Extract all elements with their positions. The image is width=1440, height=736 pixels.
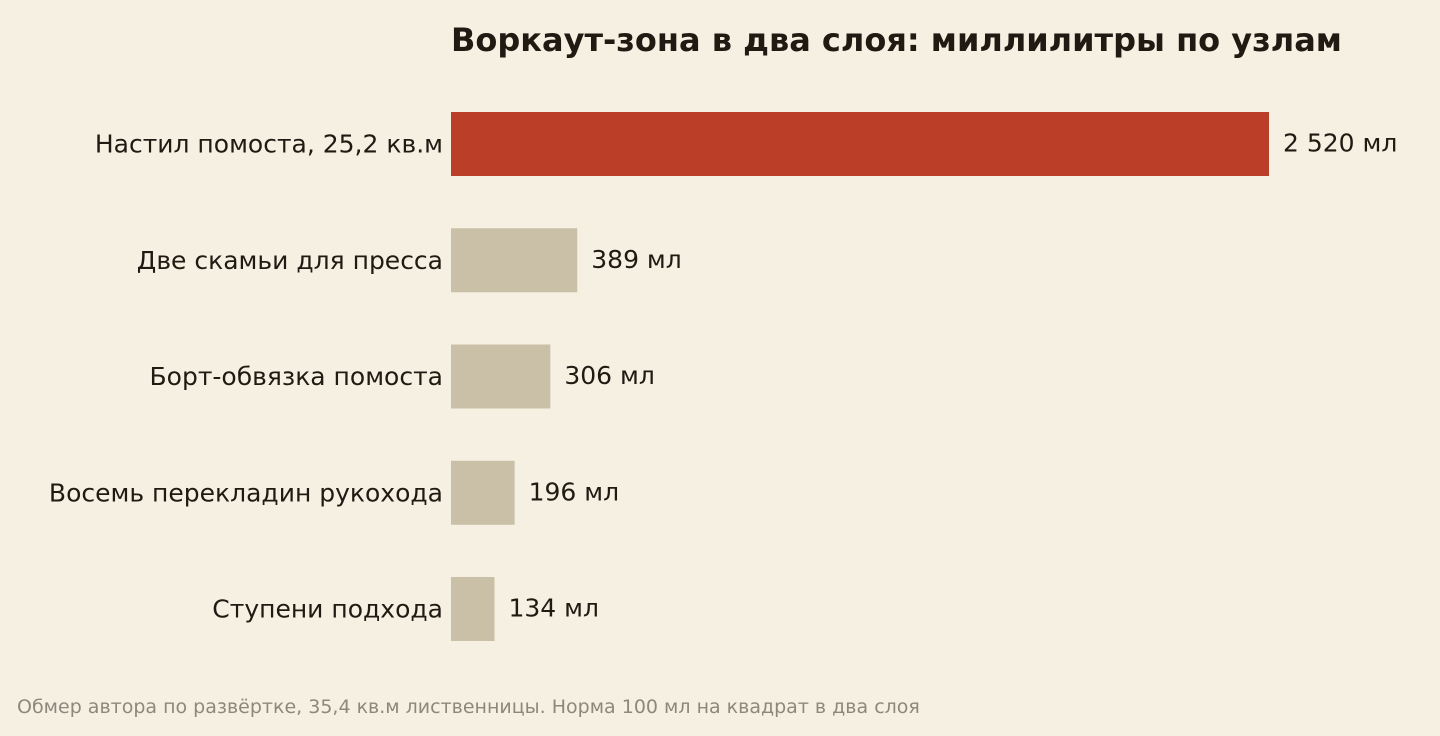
value-label: 2 520 мл [1283, 129, 1397, 158]
category-label: Две скамьи для пресса [137, 246, 443, 275]
bar [451, 344, 551, 409]
value-label: 389 мл [591, 245, 682, 274]
value-label: 196 мл [529, 477, 620, 506]
value-label: 306 мл [564, 361, 655, 390]
chart-source-note: Обмер автора по развёртке, 35,4 кв.м лис… [17, 696, 920, 718]
bar [451, 228, 578, 293]
bar [451, 112, 1269, 176]
bar [451, 460, 515, 525]
value-label: 134 мл [508, 594, 599, 623]
chart-title: Воркаут-зона в два слоя: миллилитры по у… [451, 21, 1342, 59]
category-label: Ступени подхода [212, 595, 443, 624]
bar [451, 577, 495, 641]
category-label: Борт-обвязка помоста [150, 362, 443, 391]
category-label: Восемь перекладин рукохода [49, 478, 443, 507]
category-label: Настил помоста, 25,2 кв.м [95, 130, 443, 159]
